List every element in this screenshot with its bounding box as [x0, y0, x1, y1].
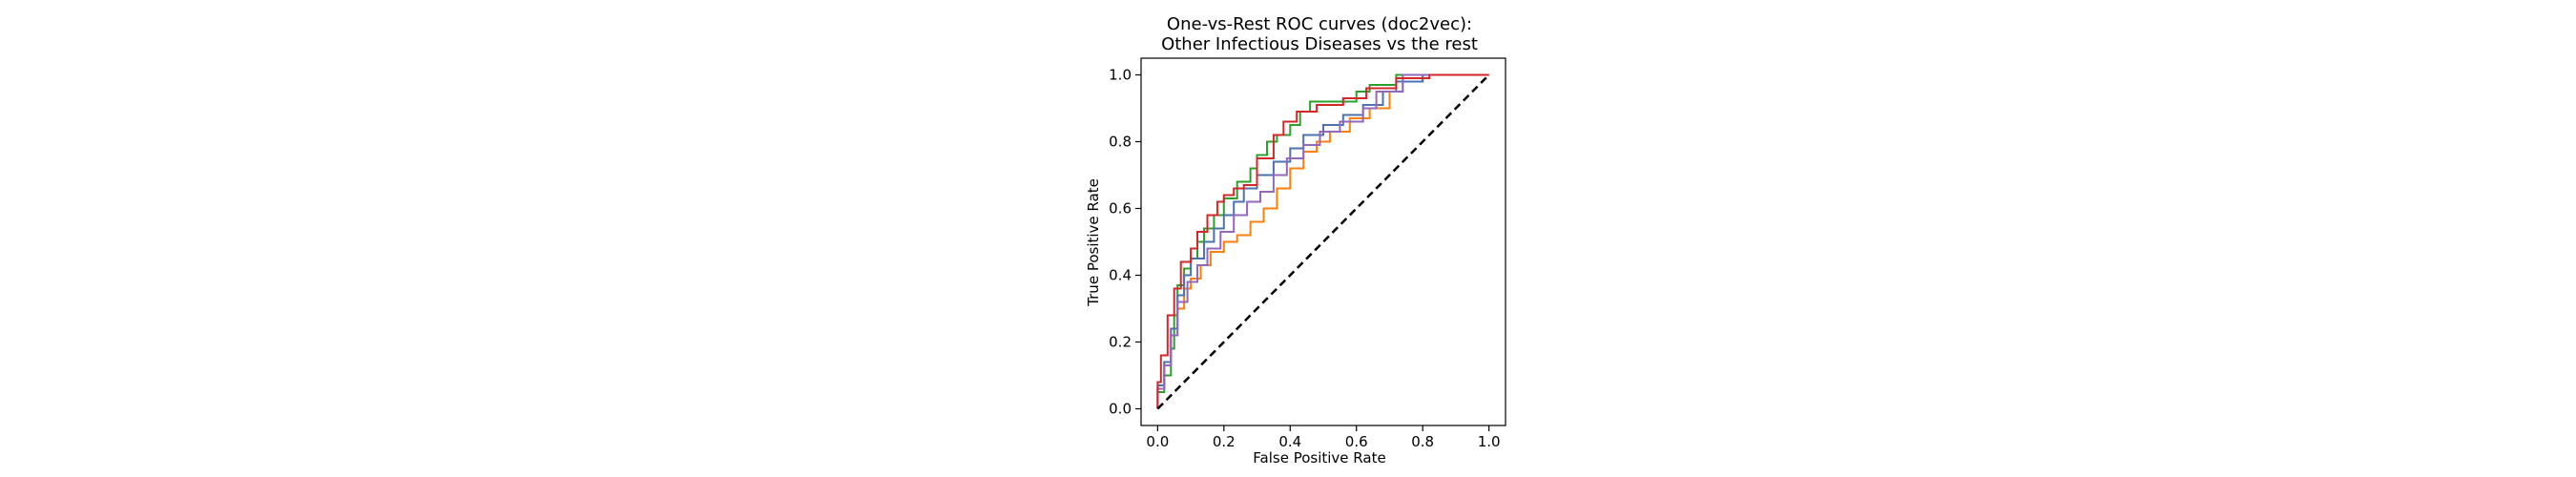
x-axis-label: False Positive Rate [1253, 449, 1385, 467]
chart-title: One-vs-Rest ROC curves (doc2vec): Other … [1161, 14, 1478, 54]
roc-curve-series-1 [1156, 73, 1489, 409]
y-tick-label: 1.0 [1109, 67, 1132, 84]
x-tick-label: 0.4 [1278, 433, 1301, 450]
y-axis-label: True Positive Rate [1085, 178, 1102, 307]
y-tick-label: 0.8 [1109, 134, 1132, 151]
x-tick-label: 0.8 [1411, 433, 1434, 450]
chance-diagonal-line [1156, 73, 1490, 410]
roc-curve-series-5 [1156, 73, 1489, 409]
x-tick-label: 0.6 [1345, 433, 1368, 450]
y-tick-label: 0.0 [1109, 401, 1132, 418]
y-axis-ticks: 0.0 0.2 0.4 0.6 0.8 1.0 [1109, 67, 1141, 418]
plot-area-frame [1140, 57, 1506, 426]
x-axis-ticks: 0.0 0.2 0.4 0.6 0.8 1.0 [1146, 425, 1501, 450]
chart-title-line-1: One-vs-Rest ROC curves (doc2vec): [1167, 14, 1472, 34]
chart-title-line-2: Other Infectious Diseases vs the rest [1161, 34, 1478, 54]
roc-curve-series-2 [1156, 73, 1489, 409]
y-tick-label: 0.4 [1109, 267, 1132, 284]
y-tick-label: 0.2 [1109, 334, 1132, 351]
roc-curve-series-4 [1156, 73, 1489, 409]
roc-series-group [1156, 73, 1489, 409]
x-tick-label: 0.0 [1146, 433, 1169, 450]
x-tick-label: 1.0 [1478, 433, 1501, 450]
y-tick-label: 0.6 [1109, 200, 1132, 218]
x-tick-label: 0.2 [1213, 433, 1236, 450]
